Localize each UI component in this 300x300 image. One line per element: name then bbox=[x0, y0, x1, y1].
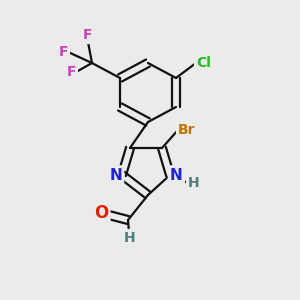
Text: F: F bbox=[67, 65, 76, 79]
Text: N: N bbox=[170, 167, 183, 182]
Text: F: F bbox=[58, 45, 68, 59]
Text: Br: Br bbox=[178, 123, 196, 137]
Text: H: H bbox=[124, 231, 136, 245]
Text: N: N bbox=[109, 167, 122, 182]
Text: Cl: Cl bbox=[196, 56, 211, 70]
Text: F: F bbox=[83, 28, 93, 42]
Text: O: O bbox=[94, 204, 108, 222]
Text: H: H bbox=[188, 176, 200, 190]
